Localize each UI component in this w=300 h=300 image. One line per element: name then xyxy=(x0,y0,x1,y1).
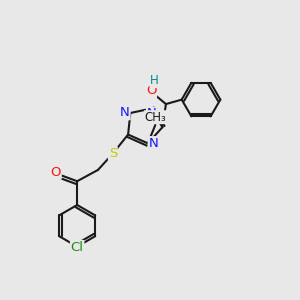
Text: N: N xyxy=(147,107,156,120)
Text: H: H xyxy=(150,74,159,87)
Text: S: S xyxy=(109,147,117,160)
Text: N: N xyxy=(148,137,158,150)
Text: O: O xyxy=(146,84,156,97)
Text: O: O xyxy=(50,166,61,179)
Text: Cl: Cl xyxy=(71,241,84,254)
Text: CH₃: CH₃ xyxy=(144,111,166,124)
Text: N: N xyxy=(120,106,130,119)
